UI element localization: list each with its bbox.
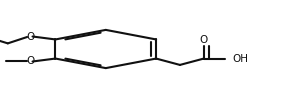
Text: O: O [26, 56, 34, 67]
Text: OH: OH [232, 54, 248, 64]
Text: O: O [200, 35, 208, 45]
Text: O: O [26, 31, 34, 42]
